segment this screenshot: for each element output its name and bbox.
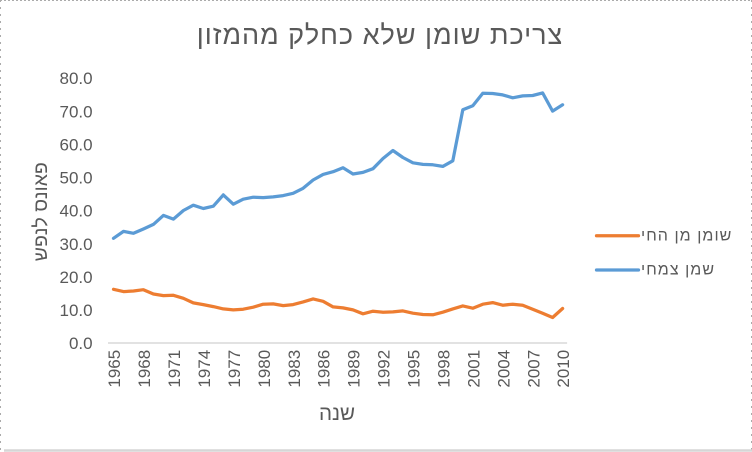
svg-text:2001: 2001 — [464, 350, 483, 388]
svg-text:60.0: 60.0 — [60, 135, 93, 154]
svg-text:0.0: 0.0 — [69, 334, 93, 353]
svg-text:1983: 1983 — [285, 350, 304, 388]
svg-text:צריכת שומן שלא כחלק מהמזון: צריכת שומן שלא כחלק מהמזון — [197, 20, 564, 50]
svg-text:1980: 1980 — [255, 350, 274, 388]
svg-text:2007: 2007 — [524, 350, 543, 388]
svg-text:פאונס לנפש: פאונס לנפש — [30, 162, 52, 261]
svg-text:1989: 1989 — [345, 350, 364, 388]
svg-text:70.0: 70.0 — [60, 102, 93, 121]
svg-text:שומן מן החי: שומן מן החי — [641, 227, 732, 244]
svg-text:20.0: 20.0 — [60, 268, 93, 287]
svg-text:30.0: 30.0 — [60, 235, 93, 254]
svg-text:1971: 1971 — [165, 350, 184, 388]
svg-text:1995: 1995 — [405, 350, 424, 388]
svg-text:1965: 1965 — [105, 350, 124, 388]
svg-text:שנה: שנה — [319, 402, 355, 425]
svg-text:10.0: 10.0 — [60, 301, 93, 320]
svg-text:80.0: 80.0 — [60, 69, 93, 88]
svg-text:2004: 2004 — [494, 350, 513, 388]
svg-text:שמן צמחי: שמן צמחי — [641, 262, 715, 279]
svg-text:50.0: 50.0 — [60, 169, 93, 188]
svg-text:40.0: 40.0 — [60, 202, 93, 221]
svg-text:2010: 2010 — [554, 350, 573, 388]
svg-text:1992: 1992 — [375, 350, 394, 388]
svg-text:1998: 1998 — [435, 350, 454, 388]
svg-text:1977: 1977 — [225, 350, 244, 388]
svg-text:1968: 1968 — [135, 350, 154, 388]
svg-text:1986: 1986 — [315, 350, 334, 388]
svg-text:1974: 1974 — [195, 350, 214, 388]
